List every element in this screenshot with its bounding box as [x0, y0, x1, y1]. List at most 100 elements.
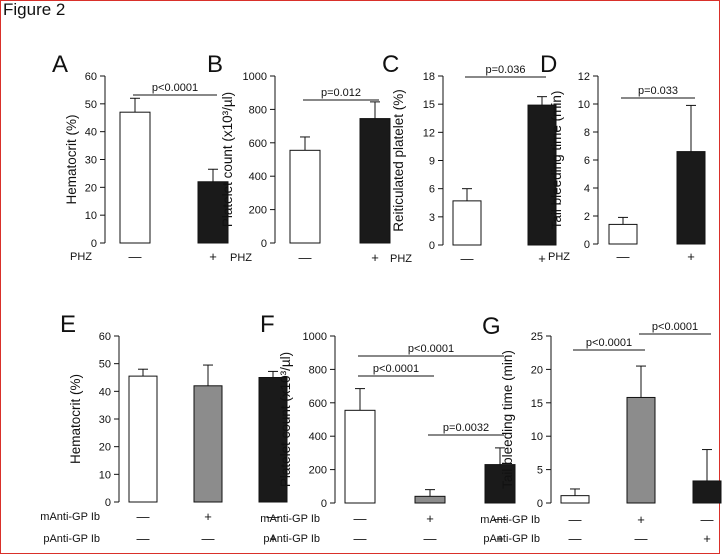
- y-tick-label: 15: [531, 398, 543, 410]
- treatment-mark: —: [137, 509, 150, 524]
- bar: [289, 149, 321, 244]
- treatment-label: mAnti-GP Ib: [480, 514, 540, 526]
- bar: [527, 104, 557, 246]
- treatment-mark: +: [426, 511, 434, 526]
- treatment-label: PHZ: [390, 253, 412, 265]
- y-tick-label: 30: [99, 414, 111, 426]
- bar: [452, 200, 482, 246]
- y-tick-label: 18: [423, 71, 435, 83]
- p-value-label: p<0.0001: [373, 363, 419, 375]
- treatment-label: pAnti-GP Ib: [263, 533, 320, 545]
- bar: [484, 464, 516, 504]
- treatment-mark: +: [538, 251, 546, 266]
- y-axis-label: Platelet count (x10³/µl): [278, 352, 293, 487]
- panel-letter-f: F: [260, 311, 275, 338]
- p-value-label: p=0.0032: [443, 422, 489, 434]
- y-axis-label: Platelet count (x10³/µl): [220, 92, 235, 227]
- treatment-label: PHZ: [70, 251, 92, 263]
- y-tick-label: 6: [584, 155, 590, 167]
- y-tick-label: 1000: [243, 71, 267, 83]
- y-tick-label: 600: [309, 398, 327, 410]
- y-tick-label: 800: [309, 364, 327, 376]
- treatment-mark: +: [371, 250, 379, 265]
- y-tick-label: 0: [321, 498, 327, 510]
- treatment-mark: —: [424, 531, 437, 546]
- y-tick-label: 1000: [303, 331, 327, 343]
- treatment-mark: —: [569, 512, 582, 527]
- y-tick-label: 9: [429, 156, 435, 168]
- treatment-mark: —: [701, 512, 714, 527]
- bar: [197, 181, 229, 244]
- y-axis-label: Tail bleeding time (min): [500, 350, 515, 489]
- treatment-label: mAnti-GP Ib: [260, 513, 320, 525]
- y-axis-label: Hematocrit (%): [64, 114, 79, 204]
- y-tick-label: 0: [261, 238, 267, 250]
- bar: [258, 377, 288, 503]
- y-tick-label: 10: [85, 210, 97, 222]
- treatment-mark: +: [209, 249, 217, 264]
- treatment-mark: —: [635, 531, 648, 546]
- y-tick-label: 12: [423, 127, 435, 139]
- panel-b: B 0 200 400 600 800 1000 Platelet count (x10³/µ…: [207, 51, 391, 265]
- p-value-label: p<0.0001: [152, 82, 198, 94]
- y-tick-label: 800: [249, 104, 267, 116]
- bar: [626, 396, 656, 504]
- y-tick-label: 0: [537, 498, 543, 510]
- treatment-mark: +: [496, 531, 504, 546]
- y-tick-label: 20: [99, 442, 111, 454]
- y-tick-label: 12: [578, 71, 590, 83]
- y-axis-label: Tail bleeding time (min): [549, 91, 564, 230]
- treatment-label: PHZ: [548, 251, 570, 263]
- y-tick-label: 0: [91, 238, 97, 250]
- treatment-mark: +: [637, 512, 645, 527]
- y-tick-label: 30: [85, 155, 97, 167]
- y-tick-label: 60: [85, 71, 97, 83]
- y-tick-label: 20: [85, 182, 97, 194]
- treatment-label: pAnti-GP Ib: [43, 533, 100, 545]
- treatment-mark: —: [267, 509, 280, 524]
- panel-c: C 0 3 6 9 12 15 18 Reiticulated platelet (%) p=0.…: [382, 51, 557, 266]
- figure-title: Figure 2: [3, 0, 66, 19]
- bar: [608, 223, 638, 245]
- y-tick-label: 0: [584, 239, 590, 251]
- p-value-label: p<0.0001: [586, 337, 632, 349]
- y-tick-label: 10: [99, 469, 111, 481]
- panel-g: G 0 5 10 15 20 25 Tail bleeding time (min) p<0.0…: [480, 313, 722, 546]
- y-tick-label: 200: [249, 205, 267, 217]
- panel-d: D 0 2 4 6 8 10 12 Tail bleeding time (min) p=0.03…: [540, 51, 706, 264]
- y-tick-label: 5: [537, 465, 543, 477]
- treatment-mark: +: [703, 531, 711, 546]
- treatment-label: PHZ: [230, 252, 252, 264]
- bar: [414, 495, 446, 504]
- panel-letter-b: B: [207, 51, 223, 78]
- bar: [676, 151, 706, 245]
- treatment-mark: —: [569, 531, 582, 546]
- panel-letter-c: C: [382, 51, 399, 78]
- panel-letter-d: D: [540, 51, 557, 78]
- treatment-mark: +: [687, 249, 695, 264]
- y-tick-label: 6: [429, 184, 435, 196]
- treatment-mark: —: [354, 531, 367, 546]
- bar: [560, 495, 590, 504]
- treatment-mark: —: [617, 249, 630, 264]
- y-tick-label: 4: [584, 183, 590, 195]
- y-tick-label: 50: [85, 99, 97, 111]
- y-tick-label: 40: [85, 127, 97, 139]
- y-tick-label: 40: [99, 386, 111, 398]
- p-value-label: p=0.033: [638, 85, 678, 97]
- y-tick-label: 600: [249, 138, 267, 150]
- y-tick-label: 200: [309, 465, 327, 477]
- treatment-mark: +: [204, 509, 212, 524]
- treatment-mark: —: [299, 250, 312, 265]
- y-tick-label: 3: [429, 212, 435, 224]
- y-axis-label: Hematocrit (%): [68, 374, 83, 464]
- treatment-label: mAnti-GP Ib: [40, 511, 100, 523]
- y-tick-label: 25: [531, 331, 543, 343]
- y-tick-label: 8: [584, 127, 590, 139]
- p-value-label: p=0.036: [485, 64, 525, 76]
- panel-e: E 0 10 20 30 40 50 60 Hematocrit (%) mAnti-GP Ib —…: [40, 311, 288, 546]
- bar: [692, 480, 722, 504]
- p-value-label: p<0.0001: [408, 343, 454, 355]
- y-tick-label: 400: [249, 171, 267, 183]
